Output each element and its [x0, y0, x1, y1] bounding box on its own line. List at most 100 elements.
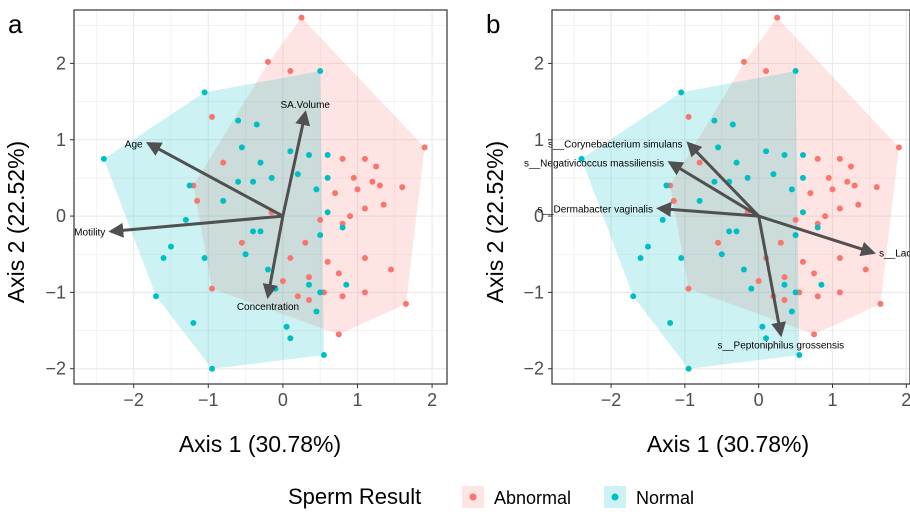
point-abnormal	[380, 201, 387, 208]
loading-arrow	[656, 201, 759, 218]
point-normal	[678, 255, 685, 262]
y-tick-label: −2	[45, 359, 66, 379]
point-abnormal	[361, 155, 368, 162]
point-abnormal	[264, 58, 271, 65]
x-tick-label: −2	[123, 390, 144, 410]
point-abnormal	[763, 68, 770, 75]
point-abnormal	[895, 144, 902, 151]
point-normal	[264, 266, 271, 273]
y-axis-title-b: Axis 2 (22.52%)	[482, 141, 508, 303]
point-normal	[190, 319, 197, 326]
point-normal	[201, 255, 208, 262]
point-abnormal	[335, 270, 342, 277]
point-abnormal	[740, 58, 747, 65]
point-abnormal	[388, 266, 395, 273]
point-normal	[667, 319, 674, 326]
x-tick-label: 2	[427, 390, 437, 410]
point-normal	[201, 89, 208, 96]
point-abnormal	[781, 274, 788, 281]
point-normal	[711, 117, 718, 124]
point-abnormal	[209, 285, 216, 292]
point-abnormal	[755, 277, 762, 284]
point-abnormal	[373, 163, 380, 170]
point-abnormal	[777, 239, 784, 246]
point-abnormal	[799, 258, 806, 265]
loading-arrow	[758, 214, 876, 257]
point-normal	[238, 144, 245, 151]
x-tick-label: 2	[901, 390, 910, 410]
point-abnormal	[305, 274, 312, 281]
point-normal	[763, 148, 770, 155]
hull-normal	[581, 71, 800, 369]
y-tick-label: 2	[56, 53, 66, 73]
point-abnormal	[369, 178, 376, 185]
point-abnormal	[836, 255, 843, 262]
point-normal	[644, 243, 651, 250]
point-normal	[317, 289, 324, 296]
legend-dot-abnormal	[469, 493, 477, 501]
arrow-label: s__Dermabacter vaginalis	[537, 204, 653, 215]
point-normal	[659, 216, 666, 223]
point-abnormal	[339, 293, 346, 300]
y-tick-label: −1	[523, 282, 544, 302]
point-abnormal	[774, 14, 781, 21]
point-abnormal	[696, 159, 703, 166]
point-normal	[799, 174, 806, 181]
point-normal	[781, 281, 788, 288]
point-abnormal	[836, 205, 843, 212]
loading-arrow	[108, 214, 284, 238]
point-abnormal	[347, 213, 354, 220]
point-normal	[814, 224, 821, 231]
point-abnormal	[862, 266, 869, 273]
plot-border	[551, 9, 910, 385]
legend-label-normal: Normal	[636, 488, 694, 508]
x-tick-label: 0	[754, 390, 764, 410]
point-normal	[792, 232, 799, 239]
point-normal	[100, 155, 107, 162]
point-normal	[235, 117, 242, 124]
point-normal	[678, 89, 685, 96]
panel-label-a: a	[8, 9, 23, 39]
arrow-label: s__Lactobacillus iners	[879, 249, 910, 260]
point-normal	[685, 365, 692, 372]
point-normal	[733, 228, 740, 235]
y-tick-label: −2	[523, 359, 544, 379]
point-abnormal	[287, 68, 294, 75]
panel-b: −2 −1 0 1 2 −2 −1 0 1 2 s__Corynebacterium simulan…	[523, 9, 910, 410]
point-abnormal	[847, 163, 854, 170]
point-normal	[729, 121, 736, 128]
point-abnormal	[279, 277, 286, 284]
point-normal	[250, 228, 257, 235]
plot-background	[74, 10, 447, 384]
point-abnormal	[873, 184, 880, 191]
y-tick-label: 0	[56, 206, 66, 226]
point-normal	[160, 255, 167, 262]
point-abnormal	[825, 174, 832, 181]
point-abnormal	[836, 289, 843, 296]
point-normal	[711, 178, 718, 185]
point-normal	[287, 335, 294, 342]
loading-arrow	[145, 142, 284, 218]
point-normal	[209, 365, 216, 372]
point-abnormal	[305, 297, 312, 304]
loading-arrow	[686, 141, 760, 218]
point-abnormal	[350, 174, 357, 181]
point-abnormal	[317, 216, 324, 223]
point-abnormal	[851, 182, 858, 189]
point-normal	[167, 243, 174, 250]
x-tick-label: 1	[827, 390, 837, 410]
point-normal	[186, 182, 193, 189]
y-tick-label: 1	[56, 130, 66, 150]
point-normal	[220, 197, 227, 204]
point-normal	[744, 174, 751, 181]
x-tick-label: 1	[352, 390, 362, 410]
panel-label-b: b	[486, 9, 500, 39]
point-abnormal	[402, 300, 409, 307]
point-normal	[313, 308, 320, 315]
point-normal	[343, 281, 350, 288]
point-abnormal	[807, 190, 814, 197]
point-normal	[305, 152, 312, 159]
point-normal	[235, 178, 242, 185]
point-normal	[637, 255, 644, 262]
